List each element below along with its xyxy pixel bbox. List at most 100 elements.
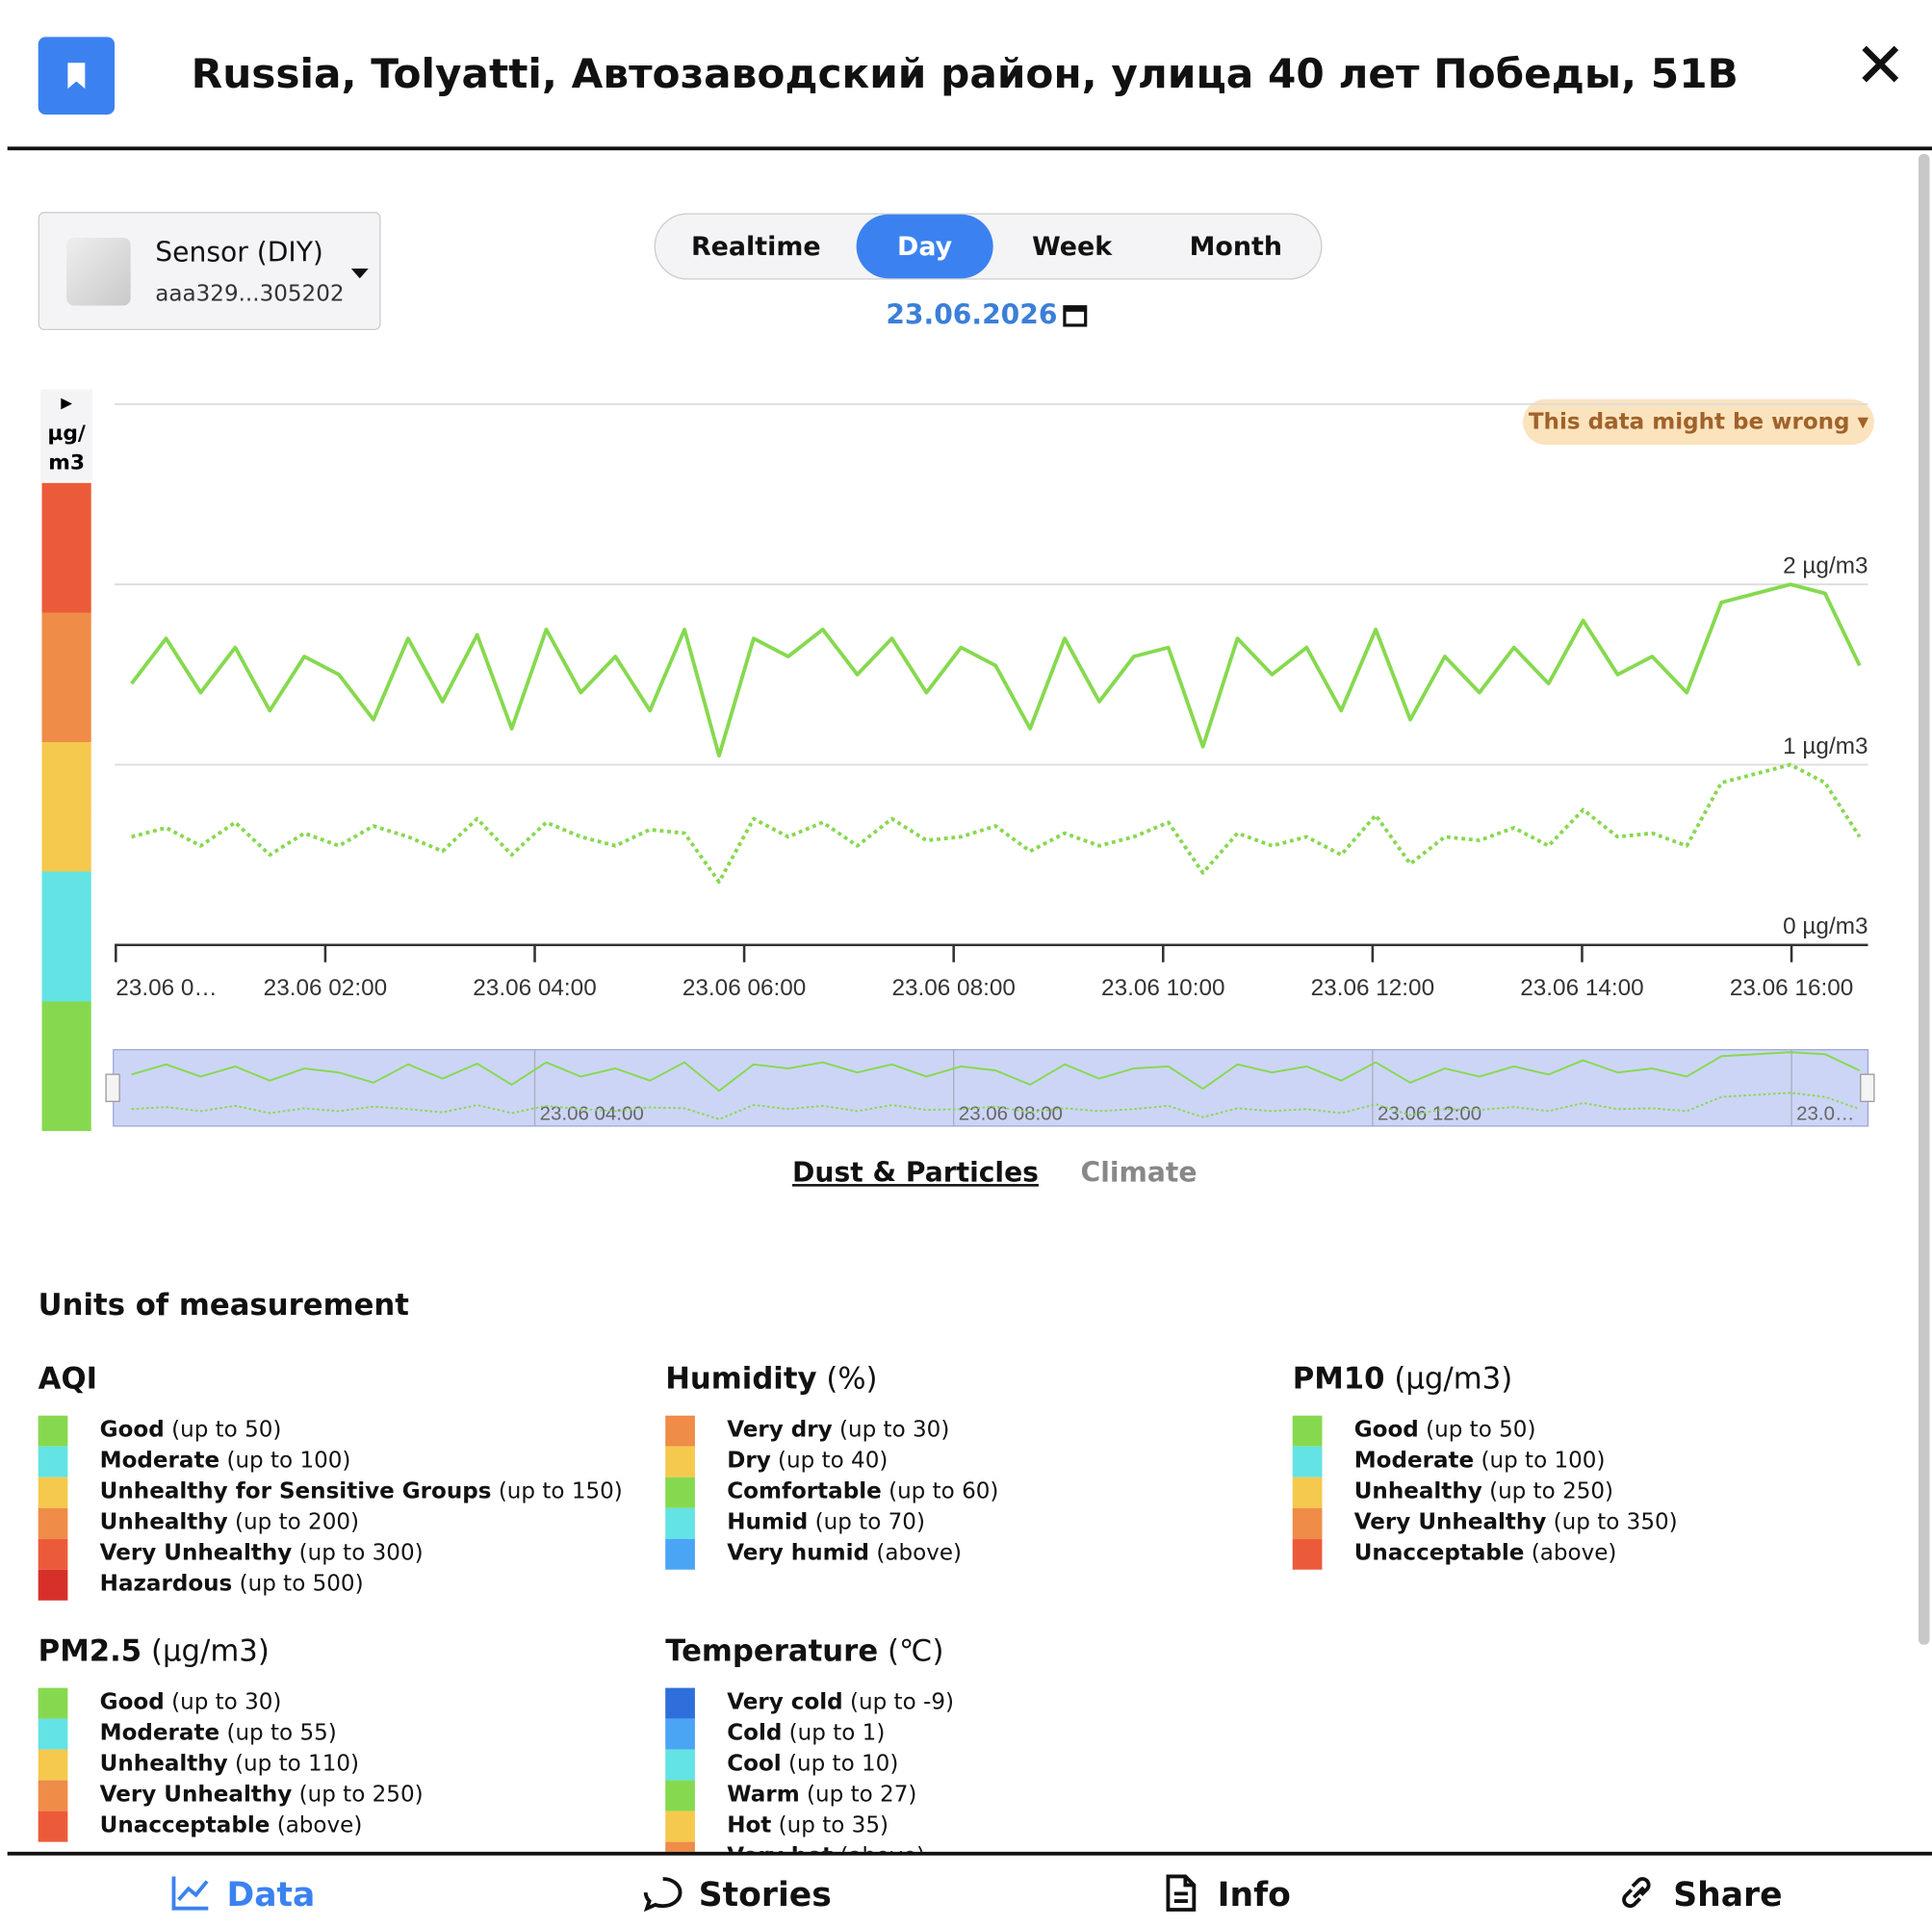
legend-text: Cold (up to 1) xyxy=(727,1720,885,1746)
legend-label: Warm xyxy=(727,1781,800,1808)
data-tab[interactable]: Climate xyxy=(1080,1158,1198,1190)
period-tab[interactable]: Week xyxy=(1032,231,1113,262)
period-tab[interactable]: Month xyxy=(1189,231,1282,262)
legend-label: Very dry xyxy=(727,1417,833,1443)
date[interactable]: 23.06.2026 xyxy=(886,300,1058,332)
legend-label: Very humid xyxy=(727,1540,870,1566)
unit-group-title: AQI xyxy=(39,1361,97,1396)
legend-range: (up to 1) xyxy=(788,1719,886,1746)
legend-label: Unhealthy for Sensitive Groups xyxy=(99,1478,492,1504)
nav-item[interactable]: Share xyxy=(1616,1873,1783,1915)
legend-text: Unacceptable (above) xyxy=(100,1812,363,1838)
navigator-tick-label: 23.0… xyxy=(1796,1103,1854,1125)
unit: (µg/m3) xyxy=(150,1633,270,1669)
unit-name: PM2.5 xyxy=(38,1633,142,1669)
legend-swatch xyxy=(38,1718,68,1750)
unit: (µg/m3) xyxy=(1394,1361,1513,1397)
legend-text: Very Unhealthy (up to 350) xyxy=(1354,1509,1678,1535)
scale-toggle[interactable]: ▶ µg/m3 xyxy=(40,389,92,481)
legend-text: Hot (up to 35) xyxy=(727,1812,889,1838)
legend-text: Hazardous (up to 500) xyxy=(100,1571,364,1597)
legend-label: Good xyxy=(1353,1417,1419,1443)
legend-label: Comfortable xyxy=(727,1478,882,1504)
legend-text: Very hot (above) xyxy=(727,1843,925,1855)
legend-text: Unhealthy for Sensitive Groups (up to 15… xyxy=(100,1478,623,1504)
toggle-arrow: ▶ xyxy=(61,394,73,412)
unit: (℃) xyxy=(887,1633,944,1669)
legend-label: Very Unhealthy xyxy=(1353,1509,1547,1535)
nav-label: Stories xyxy=(698,1876,832,1915)
nav-item[interactable]: Info xyxy=(1161,1873,1291,1915)
legend-swatch xyxy=(665,1507,695,1539)
legend-swatch xyxy=(665,1718,695,1750)
nav-label: Data xyxy=(226,1876,316,1915)
legend-text: Very Unhealthy (up to 300) xyxy=(100,1540,424,1566)
unit-group-title: Temperature (℃) xyxy=(665,1633,943,1668)
scale-unit: µg/m3 xyxy=(47,421,86,476)
legend-text: Very cold (up to -9) xyxy=(727,1689,954,1715)
legend-label: Good xyxy=(99,1417,165,1443)
period-switch: Realtime Day Week Month xyxy=(654,213,1323,280)
legend-swatch xyxy=(38,1780,68,1811)
sensor-image xyxy=(66,238,131,306)
nav-item[interactable]: Stories xyxy=(642,1873,832,1915)
legend-text: Good (up to 50) xyxy=(1354,1417,1536,1443)
legend-range: (up to -9) xyxy=(850,1688,954,1715)
nav-item[interactable]: Data xyxy=(170,1873,316,1915)
legend-swatch xyxy=(665,1811,695,1842)
legend-label: Unacceptable xyxy=(99,1811,270,1838)
x-tick-label: 23.06 02:00 xyxy=(264,975,387,1001)
bookmark-button[interactable] xyxy=(38,37,116,116)
legend-text: Unhealthy (up to 200) xyxy=(100,1509,359,1535)
legend-swatch xyxy=(38,1446,68,1477)
legend-swatch xyxy=(1292,1446,1323,1477)
warning-text: This data might be wrong xyxy=(1528,408,1850,435)
close-button[interactable] xyxy=(1856,39,1905,89)
legend-text: Moderate (up to 100) xyxy=(1354,1448,1606,1474)
legend-text: Cool (up to 10) xyxy=(727,1751,898,1777)
legend-label: Unhealthy xyxy=(99,1509,228,1535)
legend-range: (up to 50) xyxy=(1426,1417,1536,1443)
legend-range: (up to 110) xyxy=(235,1750,359,1777)
nav-icon xyxy=(171,1876,209,1911)
legend-swatch xyxy=(665,1415,695,1447)
legend-text: Good (up to 50) xyxy=(100,1417,282,1443)
period-tab[interactable]: Day xyxy=(856,214,993,279)
x-tick-label: 23.06 0… xyxy=(116,975,217,1001)
nav-label: Share xyxy=(1673,1876,1783,1915)
nav-icon xyxy=(643,1877,683,1913)
series-line xyxy=(130,582,1862,758)
legend-range: (above) xyxy=(1531,1540,1617,1566)
x-tick-label: 23.06 08:00 xyxy=(891,975,1015,1001)
legend-swatch xyxy=(665,1841,695,1855)
legend-text: Moderate (up to 55) xyxy=(100,1720,337,1746)
legend-swatch xyxy=(38,1811,68,1842)
data-tab[interactable]: Dust & Particles xyxy=(792,1158,1039,1190)
period-tab[interactable]: Realtime xyxy=(690,231,821,262)
y-tick-label: 1 µg/m3 xyxy=(1783,733,1868,759)
legend-swatch xyxy=(38,1415,68,1447)
unit-group-title: Humidity (%) xyxy=(665,1361,877,1396)
bottom-bar xyxy=(7,1851,1932,1927)
legend-label: Dry xyxy=(727,1448,771,1474)
legend-swatch xyxy=(1292,1415,1323,1447)
legend-label: Very Unhealthy xyxy=(99,1540,293,1566)
legend-label: Very cold xyxy=(727,1688,843,1715)
legend-range: (up to 250) xyxy=(1489,1478,1614,1504)
legend-range: (above) xyxy=(839,1843,925,1855)
x-tick-label: 23.06 14:00 xyxy=(1520,975,1643,1001)
warning-badge[interactable]: This data might be wrong ▾ xyxy=(1523,398,1874,446)
calendar-icon[interactable] xyxy=(1062,302,1089,329)
nav-icon xyxy=(1166,1874,1197,1912)
chart: 0 µg/m3 1 µg/m3 2 µg/m3 23.06 0… 23.06 02:00… xyxy=(105,402,1875,1127)
sensor-selector[interactable]: Sensor (DIY) aaa329...305202 xyxy=(38,212,381,331)
legend-label: Good xyxy=(99,1688,165,1715)
legend-range: (up to 70) xyxy=(814,1509,925,1535)
x-tick-label: 23.06 12:00 xyxy=(1311,975,1434,1001)
nav-label: Info xyxy=(1217,1876,1291,1915)
header-title: Russia, Tolyatti, Автозаводский район, у… xyxy=(191,49,1739,98)
legend-range: (up to 30) xyxy=(839,1417,950,1443)
legend-label: Hot xyxy=(727,1811,772,1838)
legend-text: Good (up to 30) xyxy=(100,1689,282,1715)
y-tick-label: 2 µg/m3 xyxy=(1783,553,1868,579)
